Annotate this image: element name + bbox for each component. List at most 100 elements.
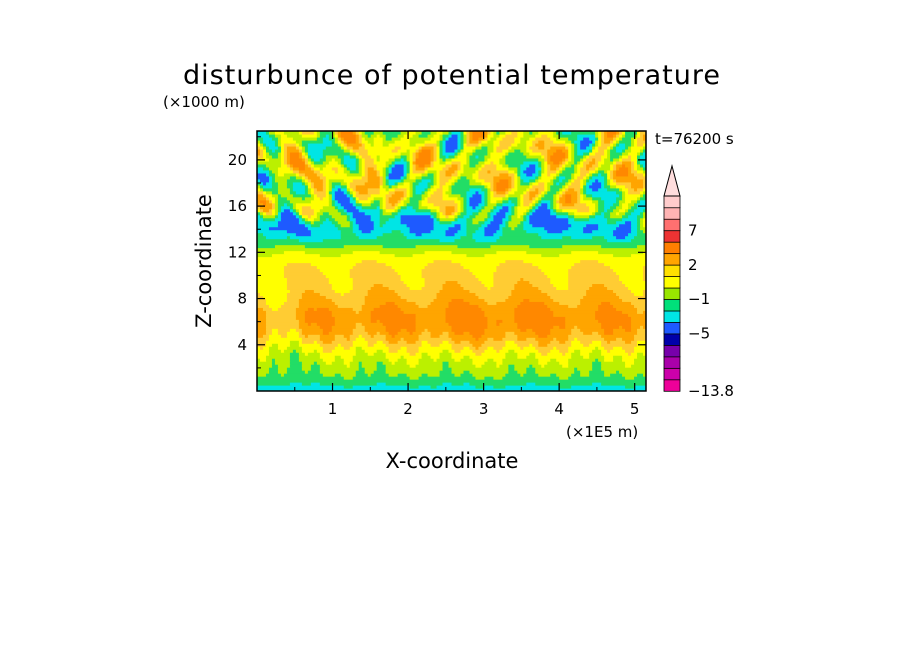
contour-cell [379, 202, 384, 207]
contour-cell [589, 184, 602, 189]
contour-cell [433, 358, 438, 362]
contour-cell [388, 166, 393, 171]
contour-cell [451, 325, 489, 329]
contour-cell [257, 382, 291, 386]
contour-cell [257, 379, 646, 383]
contour-cell [583, 343, 590, 347]
contour-cell [631, 163, 635, 168]
contour-cell [637, 214, 644, 219]
contour-cell [352, 220, 357, 225]
contour-cell [283, 373, 324, 377]
contour-cell [295, 190, 306, 195]
contour-cell [259, 292, 288, 296]
contour-cell [517, 187, 527, 192]
contour-cell [457, 136, 462, 141]
contour-cell [502, 196, 509, 201]
contour-cell [361, 136, 366, 141]
contour-cell [583, 136, 590, 141]
contour-cell [352, 229, 363, 234]
contour-cell [574, 370, 581, 374]
contour-cell [310, 166, 315, 171]
contour-cell [382, 175, 387, 180]
contour-cell [496, 238, 608, 243]
contour-cell [310, 220, 315, 225]
contour-cell [457, 148, 462, 153]
contour-cell [310, 199, 330, 204]
contour-cell [430, 385, 438, 389]
contour-cell [508, 148, 515, 153]
contour-cell [604, 337, 617, 341]
contour-cell [394, 139, 411, 144]
contour-cell [469, 340, 486, 344]
contour-cell [499, 322, 518, 326]
contour-cell [454, 214, 459, 219]
contour-cell [535, 346, 554, 350]
contour-cell [388, 169, 393, 174]
contour-cell [436, 181, 441, 186]
contour-cell [559, 133, 578, 138]
contour-cell [643, 217, 646, 222]
contour-cell [352, 343, 369, 347]
contour-cell [541, 352, 548, 356]
contour-cell [475, 229, 486, 234]
colorbar [663, 164, 681, 392]
contour-cell [616, 235, 626, 240]
contour-cell [559, 160, 563, 165]
contour-cell [463, 205, 468, 210]
contour-cell [469, 131, 474, 135]
contour-cell [601, 361, 626, 365]
contour-cell [517, 322, 566, 326]
contour-cell [340, 136, 345, 141]
contour-cell [304, 157, 309, 162]
contour-cell [640, 131, 646, 135]
contour-cell [316, 136, 324, 141]
contour-cell [529, 352, 536, 356]
contour-cell [538, 172, 542, 177]
contour-cell [310, 364, 321, 368]
contour-cell [544, 142, 566, 147]
contour-cell [610, 205, 617, 210]
contour-cell [496, 229, 503, 234]
contour-cell [508, 196, 518, 201]
contour-cell [257, 274, 285, 279]
contour-cell [604, 208, 608, 213]
contour-cell [442, 367, 453, 371]
contour-cell [550, 277, 569, 282]
colorbar-swatch [663, 344, 681, 358]
contour-cell [331, 199, 336, 204]
contour-cell [355, 337, 366, 341]
contour-cell [385, 301, 396, 305]
contour-cell [277, 346, 288, 350]
contour-cell [257, 301, 267, 305]
contour-cell [532, 223, 572, 228]
contour-cell [526, 367, 536, 371]
contour-cell [532, 199, 536, 204]
contour-cell [292, 211, 297, 216]
contour-cell [352, 190, 357, 195]
contour-cell [355, 131, 360, 135]
contour-cell [592, 163, 599, 168]
contour-cell [409, 142, 417, 147]
contour-cell [580, 340, 593, 344]
contour-cell [460, 139, 465, 144]
x-tick-label: 4 [554, 400, 564, 418]
contour-cell [457, 280, 483, 285]
contour-cell [595, 208, 599, 213]
contour-cell [457, 145, 462, 150]
contour-cell [547, 361, 560, 365]
contour-cell [268, 133, 276, 138]
contour-cell [355, 262, 387, 267]
contour-cell [544, 160, 548, 165]
contour-cell [331, 325, 357, 329]
contour-cell [643, 310, 646, 314]
contour-cell [598, 199, 605, 204]
contour-cell [574, 148, 578, 153]
contour-cell [457, 169, 465, 174]
contour-cell [592, 148, 599, 153]
contour-cell [343, 346, 351, 350]
contour-cell [466, 208, 480, 213]
colorbar-swatch [663, 356, 681, 369]
contour-cell [337, 133, 342, 138]
contour-cell [541, 175, 554, 180]
contour-cell [466, 131, 471, 135]
